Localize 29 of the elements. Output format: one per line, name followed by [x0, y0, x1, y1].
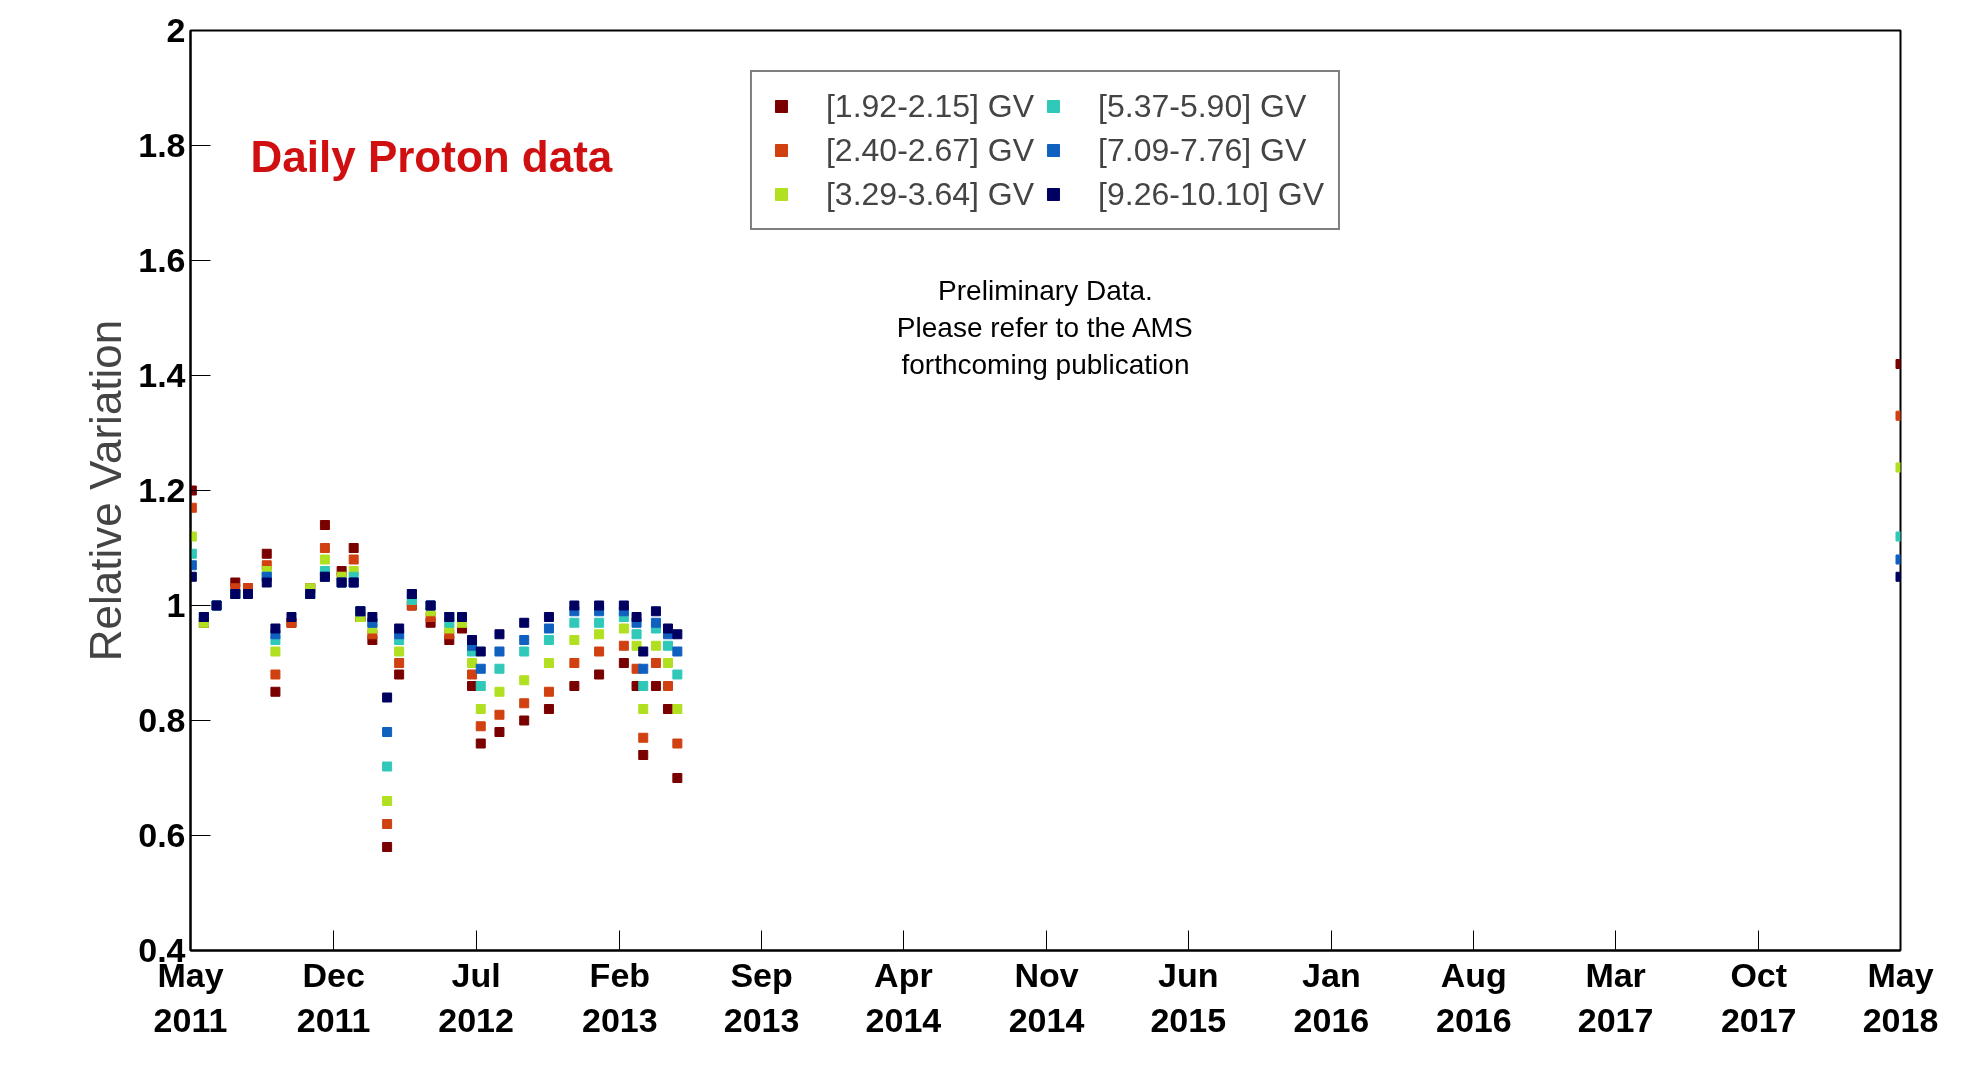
x-tick-label: Oct 2017 — [1720, 955, 1797, 1040]
y-axis-title: Relative Variation — [81, 319, 131, 662]
y-tick-label: 0.8 — [138, 701, 186, 739]
x-tick-label: Nov 2014 — [1008, 955, 1085, 1040]
x-tick-label: Apr 2014 — [865, 955, 942, 1040]
legend-label: [3.29-3.64] GV — [825, 174, 1035, 214]
x-tick-label: Jun 2015 — [1150, 955, 1227, 1040]
y-tick-label: 2 — [166, 11, 186, 49]
legend-label: [2.40-2.67] GV — [825, 130, 1035, 170]
x-tick-label: Aug 2016 — [1436, 955, 1512, 1040]
x-tick-label: Feb 2013 — [582, 955, 658, 1040]
y-tick-label: 1.4 — [138, 356, 186, 394]
legend-label: [9.26-10.10] GV — [1098, 174, 1325, 214]
y-tick-label: 1.8 — [138, 126, 186, 164]
annotation: Preliminary Data. Please refer to the AMS forthcoming publication — [896, 275, 1193, 381]
legend-label: [5.37-5.90] GV — [1098, 86, 1307, 126]
y-tick-label: 0.6 — [138, 816, 186, 854]
y-tick-label: 1.2 — [138, 471, 186, 509]
x-tick-label: Dec 2011 — [296, 955, 371, 1040]
x-tick-label: Jul 2012 — [438, 955, 514, 1040]
text: Daily Proton data — [250, 131, 613, 181]
x-tick-label: Jan 2016 — [1293, 955, 1370, 1040]
x-tick-label: Mar 2017 — [1577, 955, 1654, 1040]
legend-label: [7.09-7.76] GV — [1098, 130, 1307, 170]
legend-label: [1.92-2.15] GV — [825, 86, 1035, 126]
y-tick-label: 1.6 — [138, 241, 186, 279]
x-tick-label: Sep 2013 — [723, 955, 800, 1040]
y-tick-label: 1 — [166, 586, 186, 624]
x-tick-label: May 2018 — [1862, 955, 1939, 1040]
